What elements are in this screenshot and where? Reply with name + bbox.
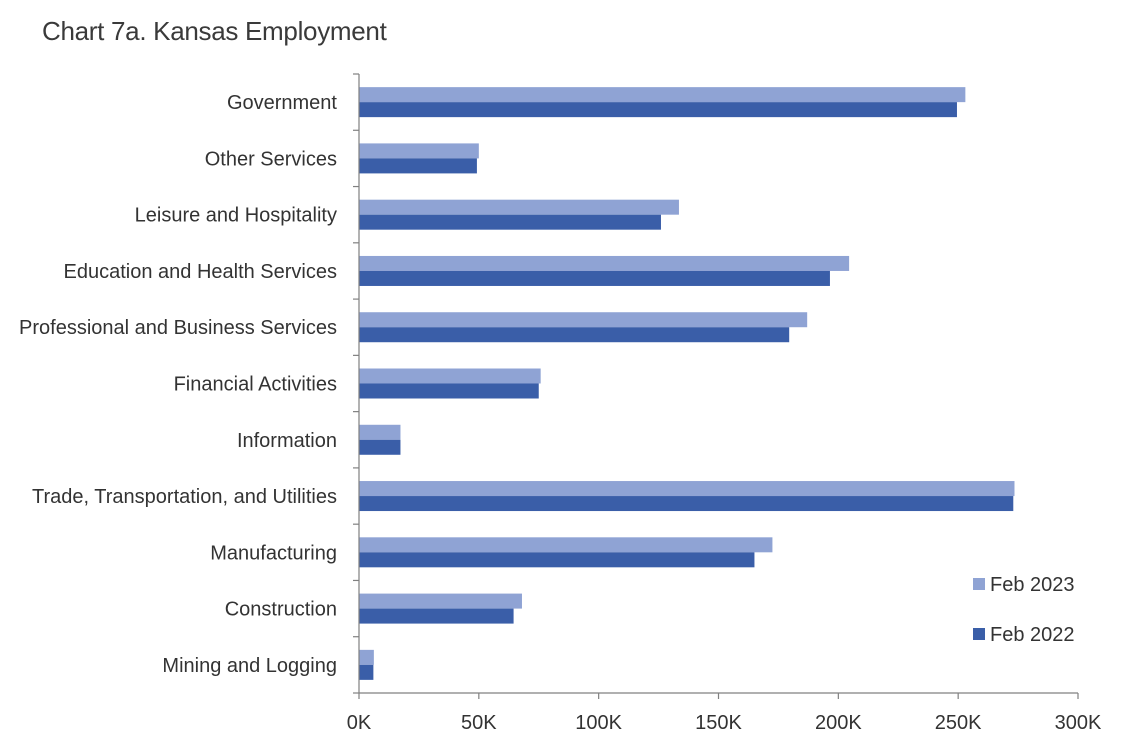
bar-feb-2022-4 [359,327,790,343]
legend-label: Feb 2022 [990,624,1075,646]
category-label: Government [227,92,337,114]
x-tick-label: 100K [575,712,622,734]
bar-feb-2022-3 [359,270,830,286]
legend: Feb 2023 Feb 2022 [973,574,1075,646]
bar-feb-2023-8 [359,537,773,553]
bars-layer [359,87,1015,680]
bar-feb-2023-2 [359,199,679,215]
bar-feb-2023-9 [359,593,522,609]
x-tick-label: 150K [695,712,742,734]
category-label: Construction [225,599,337,621]
chart-title: Chart 7a. Kansas Employment [42,16,387,46]
bar-feb-2022-6 [359,439,401,455]
bar-feb-2022-10 [359,664,374,680]
axes-layer [353,73,1079,699]
bar-feb-2023-7 [359,481,1015,497]
bar-feb-2022-8 [359,552,755,568]
category-label: Trade, Transportation, and Utilities [32,486,337,508]
bar-feb-2023-0 [359,87,966,103]
bar-feb-2022-2 [359,214,661,230]
bar-feb-2023-1 [359,143,479,159]
x-tick-label: 0K [347,712,372,734]
bar-feb-2022-9 [359,608,514,624]
bar-feb-2023-4 [359,312,808,328]
category-label: Mining and Logging [162,655,337,677]
x-tick-label: 250K [935,712,982,734]
bar-feb-2023-6 [359,424,401,440]
category-label: Leisure and Hospitality [135,205,337,227]
category-label: Financial Activities [174,374,337,396]
category-label: Education and Health Services [64,261,338,283]
bar-feb-2022-0 [359,102,957,118]
bar-feb-2022-7 [359,496,1014,512]
category-label: Information [237,430,337,452]
legend-label: Feb 2023 [990,574,1075,596]
category-label: Professional and Business Services [19,317,337,339]
category-label: Other Services [205,148,337,170]
labels-layer: Government Other Services Leisure and Hosp… [19,92,1102,734]
legend-swatch-feb-2023 [973,578,985,590]
x-tick-label: 50K [461,712,497,734]
bar-feb-2022-5 [359,383,539,399]
x-tick-label: 200K [815,712,862,734]
category-label: Manufacturing [210,542,337,564]
legend-swatch-feb-2022 [973,628,985,640]
bar-feb-2023-10 [359,649,374,665]
bar-feb-2022-1 [359,158,477,174]
bar-feb-2023-5 [359,368,541,384]
x-tick-label: 300K [1055,712,1102,734]
bar-feb-2023-3 [359,255,850,271]
